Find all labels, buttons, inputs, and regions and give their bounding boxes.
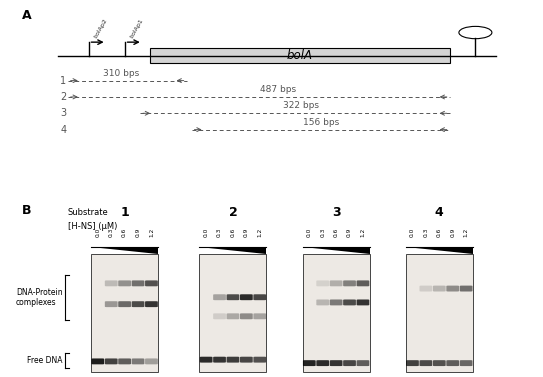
FancyBboxPatch shape bbox=[317, 299, 329, 305]
Text: 0.0: 0.0 bbox=[204, 227, 209, 236]
FancyBboxPatch shape bbox=[145, 359, 158, 364]
Text: 0.3: 0.3 bbox=[424, 227, 428, 236]
FancyBboxPatch shape bbox=[460, 360, 472, 366]
Bar bbox=[150, 48, 450, 63]
Text: DNA-Protein
complexes: DNA-Protein complexes bbox=[16, 288, 63, 307]
Text: Substrate: Substrate bbox=[68, 208, 109, 217]
FancyBboxPatch shape bbox=[330, 299, 343, 305]
FancyBboxPatch shape bbox=[131, 280, 144, 286]
Text: 1.2: 1.2 bbox=[149, 227, 154, 236]
FancyBboxPatch shape bbox=[254, 294, 266, 300]
FancyBboxPatch shape bbox=[200, 357, 212, 363]
FancyBboxPatch shape bbox=[460, 286, 472, 291]
Circle shape bbox=[459, 26, 492, 39]
Text: 0.9: 0.9 bbox=[347, 227, 352, 236]
Text: Free DNA: Free DNA bbox=[27, 356, 63, 365]
FancyBboxPatch shape bbox=[446, 360, 459, 366]
Text: bolAp2: bolAp2 bbox=[93, 18, 108, 39]
FancyBboxPatch shape bbox=[105, 280, 118, 286]
Text: 0.6: 0.6 bbox=[333, 227, 339, 236]
FancyBboxPatch shape bbox=[118, 359, 131, 364]
Text: 2: 2 bbox=[60, 92, 66, 102]
FancyBboxPatch shape bbox=[433, 360, 446, 366]
Text: 487 bps: 487 bps bbox=[260, 85, 296, 94]
FancyBboxPatch shape bbox=[317, 360, 329, 366]
Text: 3: 3 bbox=[332, 206, 340, 219]
FancyBboxPatch shape bbox=[303, 360, 315, 366]
FancyBboxPatch shape bbox=[118, 280, 131, 286]
Text: 0.0: 0.0 bbox=[307, 227, 312, 236]
FancyBboxPatch shape bbox=[357, 299, 369, 305]
Text: 3: 3 bbox=[60, 108, 66, 118]
Text: 0.6: 0.6 bbox=[437, 227, 442, 236]
FancyBboxPatch shape bbox=[226, 294, 239, 300]
Text: 0.6: 0.6 bbox=[230, 227, 236, 236]
FancyBboxPatch shape bbox=[145, 280, 158, 286]
Text: B: B bbox=[22, 204, 31, 216]
FancyBboxPatch shape bbox=[420, 360, 432, 366]
FancyBboxPatch shape bbox=[91, 359, 104, 364]
Text: 156 bps: 156 bps bbox=[302, 118, 339, 127]
FancyBboxPatch shape bbox=[105, 359, 118, 364]
Text: 0.6: 0.6 bbox=[122, 227, 127, 236]
FancyBboxPatch shape bbox=[330, 280, 343, 286]
FancyBboxPatch shape bbox=[317, 280, 329, 286]
Bar bbox=[302, 254, 370, 372]
Text: 0.3: 0.3 bbox=[217, 227, 222, 236]
FancyBboxPatch shape bbox=[446, 286, 459, 291]
FancyBboxPatch shape bbox=[226, 357, 239, 363]
Text: 4: 4 bbox=[435, 206, 444, 219]
Polygon shape bbox=[91, 247, 158, 254]
Text: A: A bbox=[22, 9, 31, 23]
FancyBboxPatch shape bbox=[118, 301, 131, 307]
Text: [H-NS] (μM): [H-NS] (μM) bbox=[68, 222, 117, 231]
FancyBboxPatch shape bbox=[406, 360, 419, 366]
Text: 0.0: 0.0 bbox=[95, 227, 100, 236]
Text: 4: 4 bbox=[60, 125, 66, 135]
Text: 0.0: 0.0 bbox=[410, 227, 415, 236]
FancyBboxPatch shape bbox=[254, 357, 266, 363]
FancyBboxPatch shape bbox=[213, 294, 226, 300]
FancyBboxPatch shape bbox=[343, 360, 356, 366]
FancyBboxPatch shape bbox=[357, 360, 369, 366]
Text: 1: 1 bbox=[60, 76, 66, 86]
FancyBboxPatch shape bbox=[343, 299, 356, 305]
FancyBboxPatch shape bbox=[145, 301, 158, 307]
Text: 0.9: 0.9 bbox=[136, 227, 141, 236]
FancyBboxPatch shape bbox=[213, 313, 226, 319]
FancyBboxPatch shape bbox=[433, 286, 446, 291]
FancyBboxPatch shape bbox=[240, 313, 252, 319]
FancyBboxPatch shape bbox=[131, 359, 144, 364]
FancyBboxPatch shape bbox=[357, 280, 369, 286]
Text: 310 bps: 310 bps bbox=[103, 69, 140, 78]
Text: 0.3: 0.3 bbox=[109, 227, 113, 236]
Text: 0.9: 0.9 bbox=[450, 227, 455, 236]
FancyBboxPatch shape bbox=[240, 294, 252, 300]
Bar bbox=[199, 254, 267, 372]
Text: 1: 1 bbox=[120, 206, 129, 219]
Text: 1.2: 1.2 bbox=[464, 227, 469, 236]
Polygon shape bbox=[199, 247, 267, 254]
FancyBboxPatch shape bbox=[240, 357, 252, 363]
Bar bbox=[91, 254, 158, 372]
Text: 322 bps: 322 bps bbox=[283, 101, 319, 110]
Text: 2: 2 bbox=[229, 206, 237, 219]
Text: bolAp1: bolAp1 bbox=[129, 18, 144, 39]
FancyBboxPatch shape bbox=[131, 301, 144, 307]
Polygon shape bbox=[302, 247, 370, 254]
Polygon shape bbox=[406, 247, 473, 254]
FancyBboxPatch shape bbox=[330, 360, 343, 366]
FancyBboxPatch shape bbox=[213, 357, 226, 363]
Bar bbox=[406, 254, 473, 372]
Text: 0.3: 0.3 bbox=[320, 227, 325, 236]
Text: 0.9: 0.9 bbox=[244, 227, 249, 236]
FancyBboxPatch shape bbox=[254, 313, 266, 319]
FancyBboxPatch shape bbox=[105, 301, 118, 307]
FancyBboxPatch shape bbox=[420, 286, 432, 291]
FancyBboxPatch shape bbox=[343, 280, 356, 286]
Text: 1.2: 1.2 bbox=[257, 227, 262, 236]
Text: bolA: bolA bbox=[287, 49, 313, 62]
Text: 1.2: 1.2 bbox=[361, 227, 365, 236]
FancyBboxPatch shape bbox=[226, 313, 239, 319]
